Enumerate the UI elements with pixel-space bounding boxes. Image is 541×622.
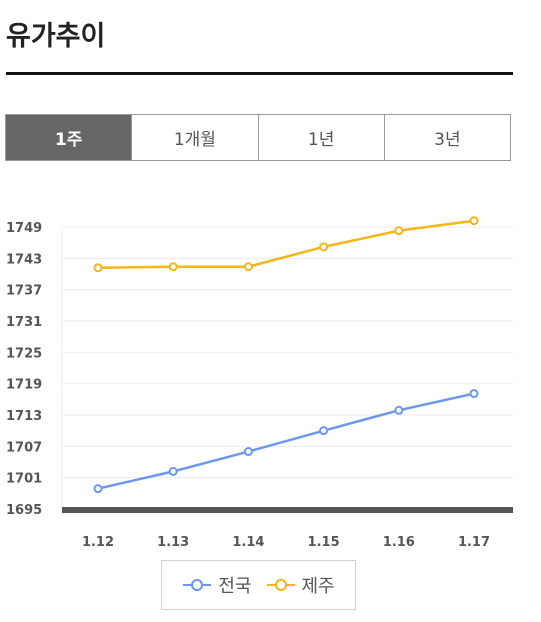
y-tick-label: 1725 <box>6 346 42 361</box>
tab-1-year[interactable]: 1년 <box>257 115 384 160</box>
tab-1-month[interactable]: 1개월 <box>131 115 258 160</box>
y-tick-label: 1749 <box>6 221 42 236</box>
y-tick-label: 1707 <box>6 440 42 455</box>
page-title: 유가추이 <box>6 21 106 52</box>
data-point-jeju <box>168 262 178 272</box>
legend-marker-jeju-icon <box>266 579 295 591</box>
y-tick-label: 1713 <box>6 409 42 424</box>
data-point-national <box>319 426 329 436</box>
title-divider <box>6 72 513 75</box>
x-tick-label: 1.13 <box>157 535 189 550</box>
data-point-jeju <box>243 262 253 272</box>
x-tick-label: 1.17 <box>458 535 490 550</box>
tab-1-week[interactable]: 1주 <box>6 115 132 160</box>
data-point-jeju <box>319 242 329 252</box>
x-tick-label: 1.12 <box>82 535 114 550</box>
legend-item-national[interactable]: 전국 <box>182 572 252 598</box>
legend-label-jeju: 제주 <box>301 576 335 597</box>
chart-legend: 전국 제주 <box>161 560 356 610</box>
data-point-national <box>93 484 103 494</box>
x-axis <box>62 507 513 513</box>
y-tick-label: 1719 <box>6 378 42 393</box>
legend-label-national: 전국 <box>218 576 252 597</box>
tab-3-years[interactable]: 3년 <box>383 115 510 160</box>
y-tick-label: 1743 <box>6 252 42 267</box>
data-point-jeju <box>469 216 479 226</box>
y-tick-label: 1737 <box>6 284 42 299</box>
legend-marker-national-icon <box>183 579 212 591</box>
data-point-jeju <box>93 263 103 273</box>
price-trend-chart: 1695 1701 1707 1713 1719 1725 1731 1737 1743 1749… <box>6 216 513 550</box>
period-tabs: 1주 1개월 1년 3년 <box>5 114 511 161</box>
y-tick-label: 1701 <box>6 472 42 487</box>
series-line-national <box>97 392 475 490</box>
legend-item-jeju[interactable]: 제주 <box>266 572 335 598</box>
x-tick-label: 1.15 <box>308 535 340 550</box>
data-point-national <box>168 466 178 476</box>
x-tick-label: 1.14 <box>232 535 264 550</box>
y-tick-label: 1695 <box>6 503 42 518</box>
series-line-jeju <box>97 219 475 269</box>
data-point-jeju <box>394 226 404 236</box>
data-point-national <box>394 405 404 415</box>
data-point-national <box>469 389 479 399</box>
x-tick-label: 1.16 <box>383 535 415 550</box>
y-tick-label: 1731 <box>6 315 42 330</box>
data-point-national <box>243 447 253 457</box>
